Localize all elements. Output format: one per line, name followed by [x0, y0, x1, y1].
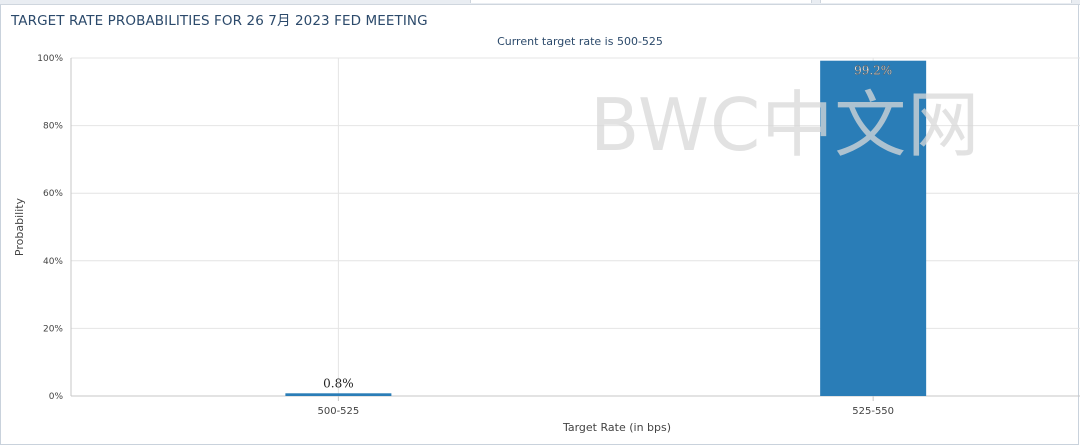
y-tick-label: 60% [43, 189, 63, 199]
x-axis-title: Target Rate (in bps) [562, 421, 671, 434]
x-tick-label: 525-550 [852, 406, 894, 417]
x-tick-label: 500-525 [317, 406, 359, 417]
data-label: 0.8% [323, 376, 354, 390]
chart-subtitle: Current target rate is 500-525 [497, 35, 663, 48]
y-tick-label: 40% [43, 257, 63, 267]
bar-500-525 [285, 393, 392, 396]
data-label: 99.2% [854, 64, 892, 78]
bar-525-550 [820, 60, 927, 396]
chart-title: TARGET RATE PROBABILITIES FOR 26 7月 2023… [11, 13, 428, 29]
y-tick-label: 20% [43, 324, 63, 334]
tab-sliver [820, 0, 1072, 3]
y-tick-label: 80% [43, 122, 63, 132]
tab-sliver [470, 0, 812, 3]
y-tick-label: 0% [49, 392, 64, 402]
y-axis-title: Probability [13, 197, 26, 256]
y-tick-label: 100% [37, 54, 63, 64]
